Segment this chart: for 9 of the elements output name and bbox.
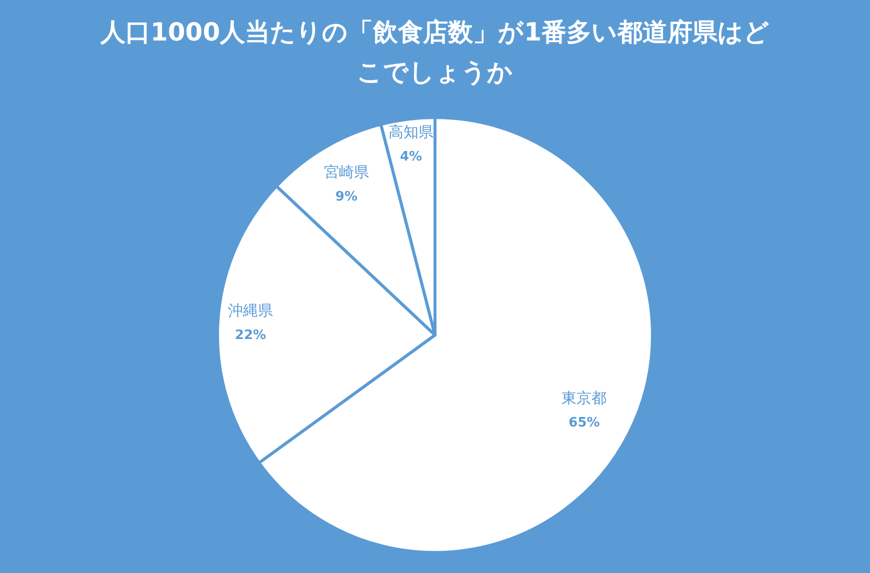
data-label: 22% <box>234 328 266 343</box>
data-label: 9% <box>335 190 358 205</box>
slice-label: 沖縄県 <box>228 301 273 320</box>
data-label: 65% <box>568 415 600 430</box>
slice-label: 宮崎県 <box>324 163 369 182</box>
slice-label: 高知県 <box>388 123 434 141</box>
data-label: 4% <box>400 149 422 164</box>
chart-title: 人口1000人当たりの「飲食店数」が1番多い都道府県はどこでしょうか <box>100 18 770 86</box>
slice-label: 東京都 <box>562 388 607 407</box>
